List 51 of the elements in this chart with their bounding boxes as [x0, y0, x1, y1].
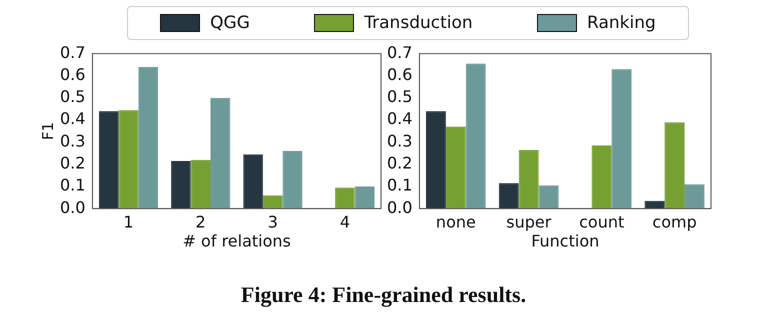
bar	[243, 154, 263, 209]
x-tick-label: count	[579, 212, 624, 232]
x-tick-label: none	[436, 212, 476, 232]
legend-label: QGG	[210, 13, 250, 33]
y-tick-label: 0.3	[60, 131, 86, 150]
bar	[98, 111, 119, 209]
x-tick-label: 4	[340, 212, 350, 232]
x-tick-label: super	[506, 212, 552, 232]
bar	[190, 160, 211, 209]
x-tick-label: 2	[196, 212, 206, 232]
y-tick-label: 0.0	[60, 198, 86, 217]
bar	[466, 64, 486, 209]
bar	[138, 66, 158, 209]
x-axis-title: Function	[531, 232, 600, 251]
y-tick-label: 0.4	[60, 109, 86, 128]
y-tick-label: 0.7	[60, 42, 86, 62]
y-tick-label: 0.5	[386, 87, 412, 106]
y-tick-label: 0.1	[386, 176, 412, 195]
bar	[118, 110, 138, 209]
y-tick-label: 0.2	[386, 153, 412, 172]
bar	[210, 98, 230, 209]
y-tick-label: 0.6	[60, 64, 86, 84]
bar	[498, 183, 519, 209]
y-tick-label: 0.2	[60, 153, 86, 172]
legend-label: Ranking	[587, 13, 656, 33]
legend-label: Transduction	[364, 13, 473, 33]
y-tick-label: 0.5	[60, 87, 86, 106]
y-tick-label: 0.4	[386, 109, 412, 128]
bar	[592, 145, 612, 209]
x-axis-title: # of relations	[182, 232, 291, 251]
bar	[684, 184, 704, 209]
y-axis-title: F1	[38, 122, 57, 140]
y-tick-label: 0.3	[386, 131, 412, 150]
caption: Figure 4: Fine-grained results.	[240, 282, 528, 308]
bar	[335, 188, 355, 209]
y-tick-label: 0.6	[386, 64, 412, 84]
bar	[446, 126, 466, 209]
x-tick-label: 3	[268, 212, 278, 232]
bar	[282, 151, 302, 209]
y-tick-label: 0.1	[60, 176, 86, 195]
bar	[354, 186, 375, 209]
bar	[426, 111, 446, 209]
bar	[538, 185, 559, 209]
bar	[612, 69, 632, 209]
bar	[664, 122, 685, 209]
y-tick-label: 0.7	[386, 42, 412, 62]
y-tick-label: 0.0	[386, 198, 412, 217]
bar	[518, 150, 539, 209]
x-tick-label: 1	[123, 212, 134, 232]
bar	[171, 160, 191, 209]
x-tick-label: comp	[652, 212, 697, 232]
